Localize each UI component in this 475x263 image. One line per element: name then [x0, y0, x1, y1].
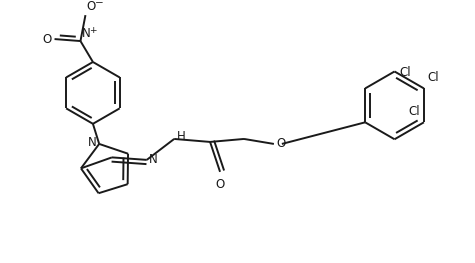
- Text: N: N: [149, 153, 158, 166]
- Text: O: O: [216, 178, 225, 191]
- Text: −: −: [95, 0, 103, 8]
- Text: O: O: [86, 0, 95, 13]
- Text: N: N: [81, 27, 90, 39]
- Text: H: H: [177, 130, 185, 143]
- Text: Cl: Cl: [427, 72, 438, 84]
- Text: +: +: [89, 26, 97, 35]
- Text: O: O: [42, 33, 52, 45]
- Text: Cl: Cl: [399, 66, 411, 79]
- Text: O: O: [276, 137, 285, 150]
- Text: N: N: [87, 136, 96, 149]
- Text: Cl: Cl: [408, 105, 420, 118]
